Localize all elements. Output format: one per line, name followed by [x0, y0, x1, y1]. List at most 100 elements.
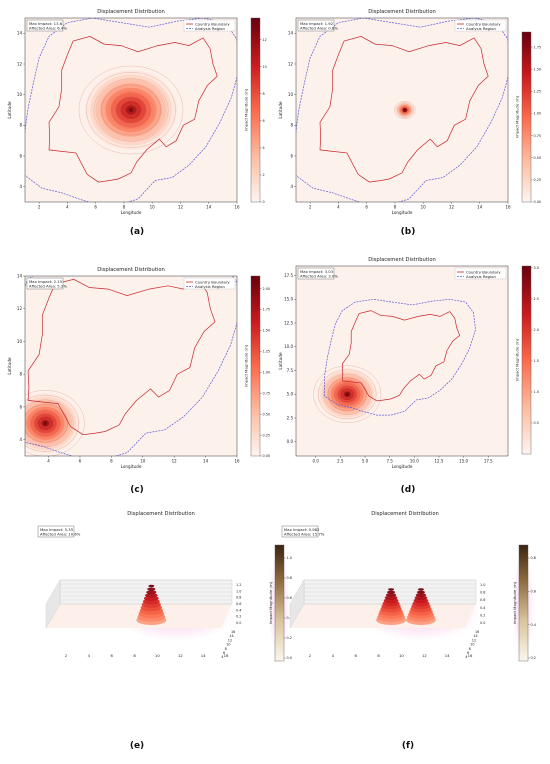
contour-line [25, 390, 85, 456]
analysis-region-line [25, 18, 237, 202]
max-impact-text: Max Impact: 2.15 [29, 279, 63, 284]
y-tick-label: 10 [17, 339, 23, 344]
chart-title: Displacement Distribution [368, 257, 436, 263]
colorbar-tick-label: 1.50 [534, 67, 542, 71]
z-tick-label: 0.8 [480, 591, 485, 595]
x-tick-label: 8 [394, 205, 397, 210]
y-tick-label: 12 [288, 61, 294, 66]
y-tick-label: 4 [465, 655, 467, 659]
x-tick-label: 14 [206, 205, 212, 210]
z-tick-label: 0.6 [480, 598, 485, 602]
contour-line [394, 101, 416, 119]
y-tick-label: 12 [472, 638, 476, 642]
colorbar-label: Impact Magnitude (m) [268, 581, 273, 624]
colorbar-tick-label: 1.25 [263, 350, 271, 354]
y-tick-label: 8 [19, 372, 22, 377]
z-tick-label: 0.4 [236, 608, 241, 612]
x-tick-label: 6 [79, 459, 82, 464]
y-tick-label: 14 [473, 634, 477, 638]
y-axis-label: Latitude [278, 352, 283, 370]
max-impact-text: Max Impact: 1.92 [300, 21, 334, 26]
colorbar-tick-label: 6 [263, 119, 265, 123]
x-tick-label: 4 [88, 653, 91, 658]
colorbar-tick-label: 1.0 [287, 556, 292, 560]
colorbar-tick-label: 0.50 [263, 412, 271, 416]
y-tick-label: 6 [290, 153, 293, 158]
y-tick-label: 8 [225, 647, 227, 651]
colorbar-gradient [521, 265, 532, 455]
y-tick-label: 0.0 [287, 439, 294, 444]
y-tick-label: 6 [467, 651, 469, 655]
colorbar-gradient [250, 17, 261, 203]
plot-frame [24, 275, 238, 457]
y-tick-label: 14 [229, 634, 233, 638]
contour-line [123, 103, 139, 117]
contour-line [337, 385, 358, 403]
y-tick-label: 17.5 [284, 273, 293, 278]
colorbar-tick-label: 0.75 [263, 391, 271, 395]
surface-peak-band [147, 587, 156, 591]
colorbar-tick-label: 0.2 [287, 636, 292, 640]
x-tick-label: 10.0 [410, 459, 419, 464]
y-tick-label: 10 [17, 92, 23, 97]
x-tick-label: 16 [468, 653, 473, 658]
x-tick-label: 4 [47, 459, 50, 464]
legend-label-analysis: Analysis Region [466, 274, 496, 279]
colorbar-tick-label: 10 [263, 65, 267, 69]
x-tick-label: 6 [355, 653, 358, 658]
colorbar-tick-label: 2.00 [263, 287, 271, 291]
colorbar-tick-label: 1.5 [534, 359, 539, 363]
x-tick-label: 16 [224, 653, 229, 658]
colorbar-tick-label: 1.0 [534, 390, 539, 394]
contour-line [342, 390, 353, 399]
y-tick-label: 6 [223, 651, 225, 655]
colorbar-tick-label: 0.00 [263, 454, 271, 458]
y-tick-label: 14 [17, 273, 23, 278]
x-axis-label: Longitude [392, 210, 413, 215]
colorbar-tick-label: 0.25 [263, 433, 271, 437]
legend-label-country: Country Boundary [466, 269, 501, 274]
contour-line [313, 365, 382, 423]
x-tick-label: 14 [445, 653, 450, 658]
max-impact-text: Max Impact: 5.35 [40, 527, 74, 532]
surface-peak-band [386, 590, 396, 594]
panel-1: Displacement Distribution 2 4 6 8 10 12 14 16 4 6 8… [278, 9, 541, 215]
x-axis-label: Longitude [392, 464, 413, 469]
y-tick-label: 8 [469, 647, 471, 651]
contour-line [28, 408, 63, 438]
panel-letter: (c) [130, 485, 144, 495]
analysis-region-line [324, 298, 476, 416]
x-tick-label: 10 [155, 653, 160, 658]
x-tick-label: 5.0 [362, 459, 369, 464]
country-boundary-line [341, 310, 461, 402]
y-tick-label: 6 [19, 404, 22, 409]
z-gridline-side [45, 599, 61, 625]
contour-line [115, 97, 147, 123]
colorbar-tick-label: 0.6 [531, 590, 536, 594]
z-gridline-side [45, 595, 61, 621]
y-tick-label: 12.5 [284, 320, 293, 325]
legend-label-analysis: Analysis Region [466, 26, 496, 31]
z-tick-label: 0.0 [480, 621, 485, 625]
stats-box [26, 19, 64, 32]
country-boundary-line [48, 36, 218, 183]
contour-line [395, 102, 414, 118]
contour-line [25, 399, 74, 447]
plot-area [296, 266, 508, 456]
x-tick-label: 4 [66, 205, 69, 210]
panel-0: Displacement Distribution 2 4 6 8 10 12 14 16 4 6 8… [7, 9, 267, 215]
colorbar-tick-label: 12 [263, 38, 267, 42]
x-tick-label: 10 [150, 205, 156, 210]
z-gridline-side [45, 587, 61, 613]
z-gridline-side [289, 579, 305, 605]
legend-box [454, 19, 507, 32]
x-tick-label: 6 [365, 205, 368, 210]
country-boundary-line [27, 278, 216, 436]
surface-peak-band [388, 588, 395, 591]
analysis-region-line [296, 18, 508, 202]
